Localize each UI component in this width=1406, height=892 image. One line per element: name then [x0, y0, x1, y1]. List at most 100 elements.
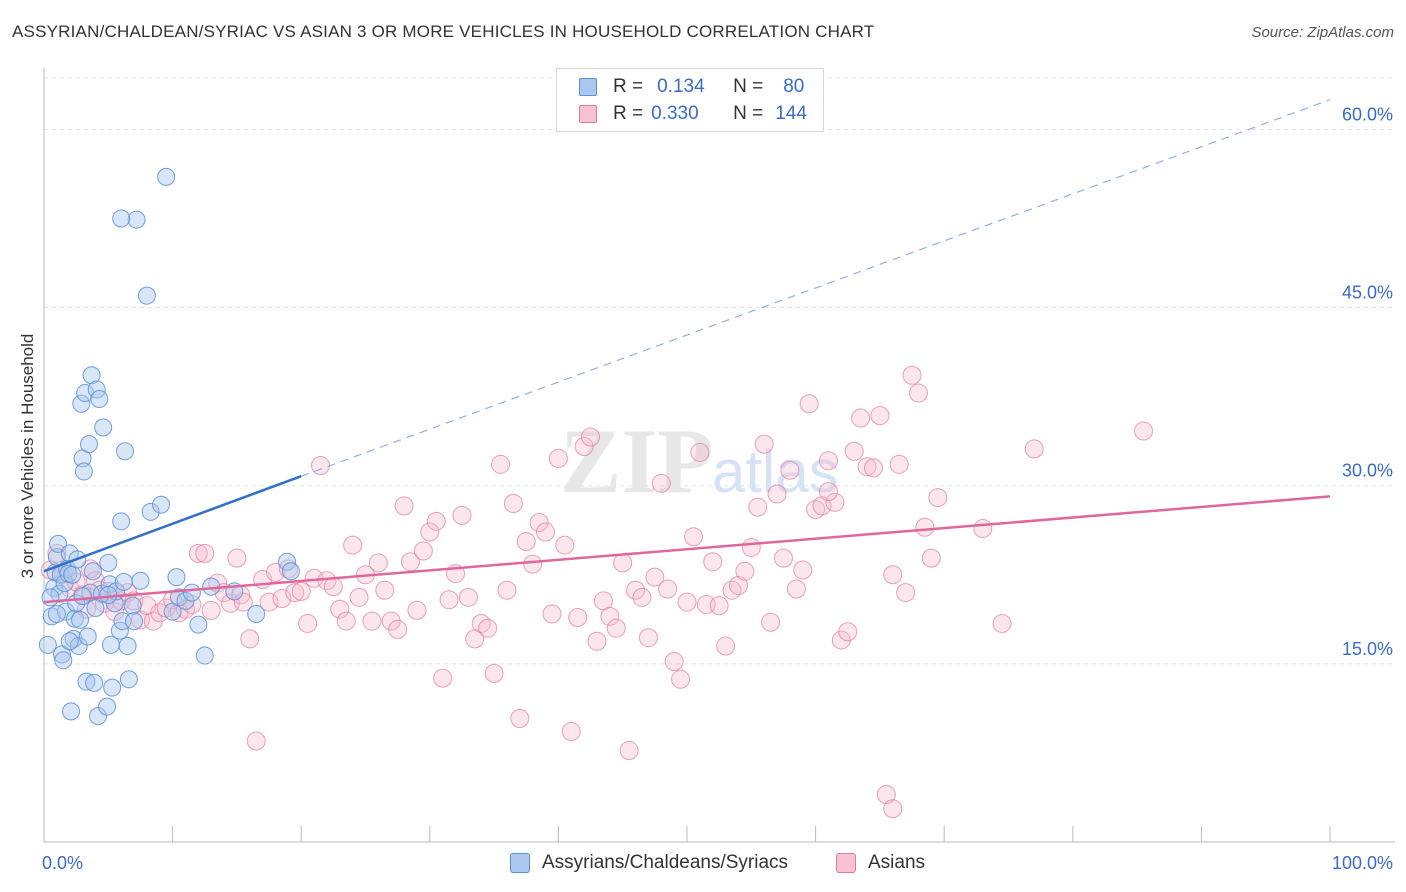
bottom-legend-label-2: Asians [868, 852, 926, 873]
assyrians-point [195, 646, 214, 665]
assyrians-point [47, 604, 66, 623]
assyrians-point [99, 585, 118, 604]
asians-point [921, 548, 941, 568]
legend-swatch-blue [579, 78, 597, 96]
assyrians-point [281, 562, 300, 581]
chart-title: ASSYRIAN/CHALDEAN/SYRIAC VS ASIAN 3 OR M… [12, 22, 875, 41]
asians-point [812, 496, 832, 516]
assyrians-trend-extension [300, 99, 1331, 477]
asians-point [336, 611, 356, 631]
source-label: Source: ZipAtlas.com [1251, 24, 1394, 41]
asians-point [651, 473, 671, 493]
asians-point [581, 427, 601, 447]
assyrians-point [98, 697, 117, 716]
y-tick-label: 15.0% [1342, 639, 1393, 659]
asians-point [851, 408, 871, 428]
asians-point [568, 608, 588, 628]
asians-point [272, 589, 292, 609]
asians-point [773, 548, 793, 568]
asians-point [394, 496, 414, 516]
assyrians-point [49, 534, 68, 553]
asians-point [529, 513, 549, 533]
asians-point [368, 553, 388, 573]
asians-point [388, 619, 408, 639]
asians-point [233, 592, 253, 612]
x-tick-label-max: 100.0% [1332, 853, 1393, 873]
bottom-legend-asians: Asians [836, 852, 925, 874]
assyrians-point [157, 167, 176, 186]
asians-point [240, 629, 260, 649]
assyrians-point [123, 596, 142, 615]
asians-point [343, 535, 363, 555]
asians-point [928, 488, 948, 508]
assyrians-point [125, 612, 144, 631]
asians-point [908, 383, 928, 403]
asians-point [227, 548, 247, 568]
asians-point [523, 554, 543, 574]
asians-point [555, 535, 575, 555]
legend-row-asians: R = 0.330 N = 144 [579, 101, 807, 127]
asians-point [761, 612, 781, 632]
asians-point [330, 599, 350, 619]
asians-point [1024, 439, 1044, 459]
asians-point [857, 457, 877, 477]
asians-point [992, 613, 1012, 633]
asians-point [626, 580, 646, 600]
assyrians-point [141, 502, 160, 521]
assyrians-point [85, 673, 104, 692]
assyrians-point [63, 565, 82, 584]
asians-point [600, 606, 620, 626]
asians-point [291, 581, 311, 601]
asians-point [188, 543, 208, 563]
y-tick-label: 45.0% [1342, 283, 1393, 303]
assyrians-point [118, 637, 137, 656]
bottom-legend-swatch-pink [836, 853, 856, 873]
asians-point [754, 434, 774, 454]
asians-point [439, 590, 459, 610]
asians-point [889, 454, 909, 474]
asians-point [786, 579, 806, 599]
correlation-legend: R = 0.134 N = 80 R = 0.330 N = 144 [556, 68, 824, 132]
asians-point [658, 579, 678, 599]
asians-point [497, 580, 517, 600]
asians-point [452, 505, 472, 525]
tick-labels: 15.0% 30.0% 45.0% 60.0% 0.0% 100.0% [42, 104, 1393, 873]
asians-point [47, 543, 67, 563]
asians-point [671, 669, 691, 689]
assyrians-point [131, 571, 150, 590]
assyrians-point [127, 210, 146, 229]
asians-point [458, 587, 478, 607]
asians-point [349, 587, 369, 607]
watermark-zip: ZIP [560, 410, 713, 512]
asians-point [195, 543, 215, 563]
bottom-legend-label-1: Assyrians/Chaldeans/Syriacs [542, 852, 789, 873]
asians-point [561, 722, 581, 742]
asians-point [503, 494, 523, 514]
assyrians-point [116, 442, 135, 461]
asians-point [265, 562, 285, 582]
asians-point [587, 631, 607, 651]
assyrians-point [167, 568, 186, 587]
asians-point [825, 492, 845, 512]
asians-point [716, 636, 736, 656]
assyrians-point [38, 635, 57, 654]
asians-point [902, 365, 922, 385]
asians-point [542, 604, 562, 624]
assyrians-point [152, 495, 171, 514]
x-tick-label-min: 0.0% [42, 853, 83, 873]
asians-point [683, 527, 703, 547]
y-axis-label: 3 or more Vehicles in Household [18, 334, 37, 579]
asians-point [973, 518, 993, 538]
assyrians-point [90, 389, 109, 408]
asians-point [1134, 421, 1154, 441]
asians-point [664, 651, 684, 671]
asians-point [844, 441, 864, 461]
axes [43, 68, 1395, 843]
asians-point [407, 600, 427, 620]
asians-point [362, 611, 382, 631]
asians-point [799, 394, 819, 414]
asians-point [915, 517, 935, 537]
asians-point [375, 580, 395, 600]
bottom-legend-assyrians: Assyrians/Chaldeans/Syriacs [510, 852, 788, 874]
